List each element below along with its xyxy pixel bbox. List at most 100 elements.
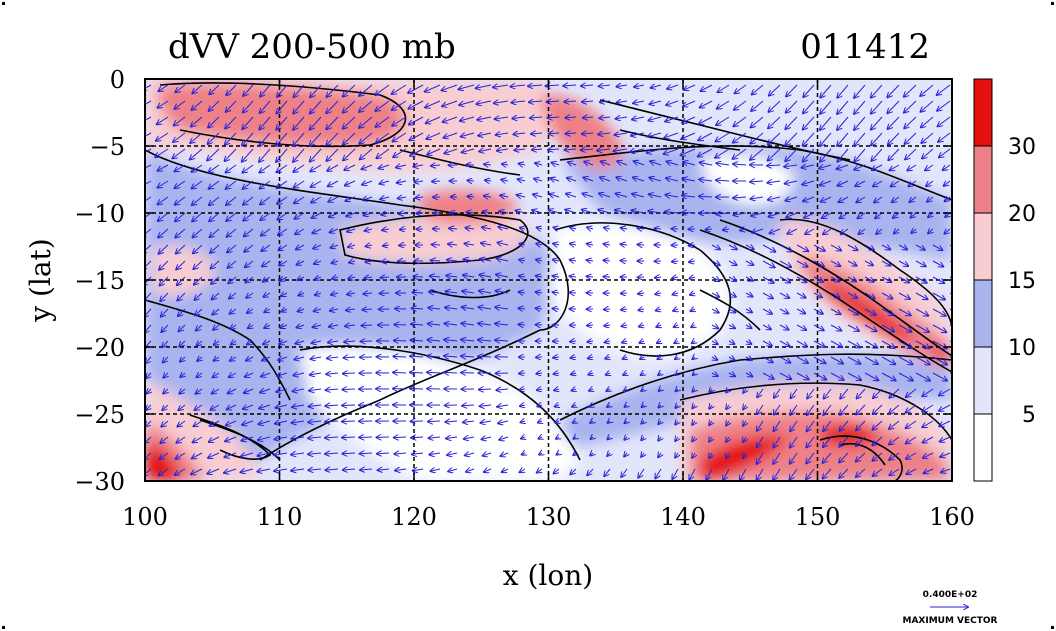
wind-vector [466,212,475,213]
wind-vector [923,436,934,443]
wind-vector [461,340,475,341]
wind-vector [314,309,322,311]
y-axis: 0 −5 −10 −15 −20 −25 −30 [74,66,952,496]
wind-vector [366,245,373,246]
wind-vector [756,468,764,480]
wind-vector [820,100,832,114]
wind-vector [898,276,909,282]
wind-vector [175,180,186,188]
wind-vector [728,261,737,265]
wind-vector [709,437,712,442]
wind-vector [684,84,696,90]
wind-vector [479,389,492,390]
wind-vector [733,116,747,126]
wind-vector [856,404,866,415]
wind-vector [638,228,645,229]
wind-vector [813,260,824,266]
wind-vector [922,148,934,158]
wind-vector [365,229,373,231]
wind-vector [174,100,186,109]
wind-vector [230,309,237,314]
wind-vector [906,420,917,428]
wind-vector [192,180,203,189]
wind-vector [230,325,237,329]
wind-vector [175,84,186,92]
wind-vector [309,405,322,407]
wind-vector [665,116,679,122]
wind-vector [342,421,356,422]
wind-vector [392,116,407,126]
wind-vector [874,196,883,202]
wind-vector [494,101,509,103]
wind-vector [847,308,858,315]
wind-vector [813,356,826,363]
wind-vector [587,260,594,261]
wind-vector [768,116,781,128]
wind-vector [314,261,322,264]
wind-vector [716,132,730,142]
wind-vector [360,148,373,159]
wind-vector [346,213,356,216]
wind-vector [570,276,577,277]
wind-vector [621,468,628,477]
wind-vector [381,213,390,215]
wind-vector [726,421,729,425]
y-axis-label: y (lat) [24,238,57,322]
wind-vector [175,164,186,171]
wind-vector [881,372,896,380]
wind-vector [650,161,662,165]
wind-vector [364,277,373,278]
wind-vector [723,229,730,230]
wind-vector [208,452,220,458]
wind-vector [243,212,254,221]
wind-vector [343,373,356,374]
wind-vector [638,468,645,478]
wind-vector [796,276,807,282]
wind-vector [813,308,823,314]
wind-vector [522,453,525,455]
wind-vector [711,325,718,328]
wind-vector [294,84,305,97]
wind-vector [915,324,929,332]
wind-vector [779,292,789,298]
wind-vector [192,196,203,205]
wind-vector [711,277,719,281]
wind-vector [779,372,791,379]
wind-vector [145,260,152,270]
wind-vector [587,276,594,277]
wind-vector [359,132,373,144]
wind-vector [550,178,560,181]
wind-vector [587,227,594,229]
wind-vector [757,452,764,464]
wind-vector [940,453,951,457]
wind-vector [425,100,441,107]
wind-vector [276,164,288,172]
wind-vector [444,356,458,357]
wind-vector [767,181,781,183]
wind-vector [499,211,509,213]
wind-vector [921,132,934,143]
wind-vector [807,420,815,431]
wind-vector [565,210,577,213]
wind-vector [932,324,946,332]
wind-vector [790,468,798,480]
wind-vector [160,276,169,286]
wind-vector [768,197,781,200]
wind-vector [745,245,754,249]
wind-vector [243,180,254,189]
wind-vector [837,116,849,130]
wind-vector [839,452,849,462]
wind-vector [890,164,900,170]
wind-vector [864,356,878,364]
wind-vector [857,388,866,398]
wind-vector [733,197,747,198]
wind-vector [672,468,679,479]
wind-vector [813,340,825,347]
wind-vector [941,469,951,472]
wind-vector [617,161,628,165]
wind-vector [212,292,220,299]
wind-vector [326,100,339,113]
wind-vector [554,389,559,390]
wind-vector [482,227,492,229]
